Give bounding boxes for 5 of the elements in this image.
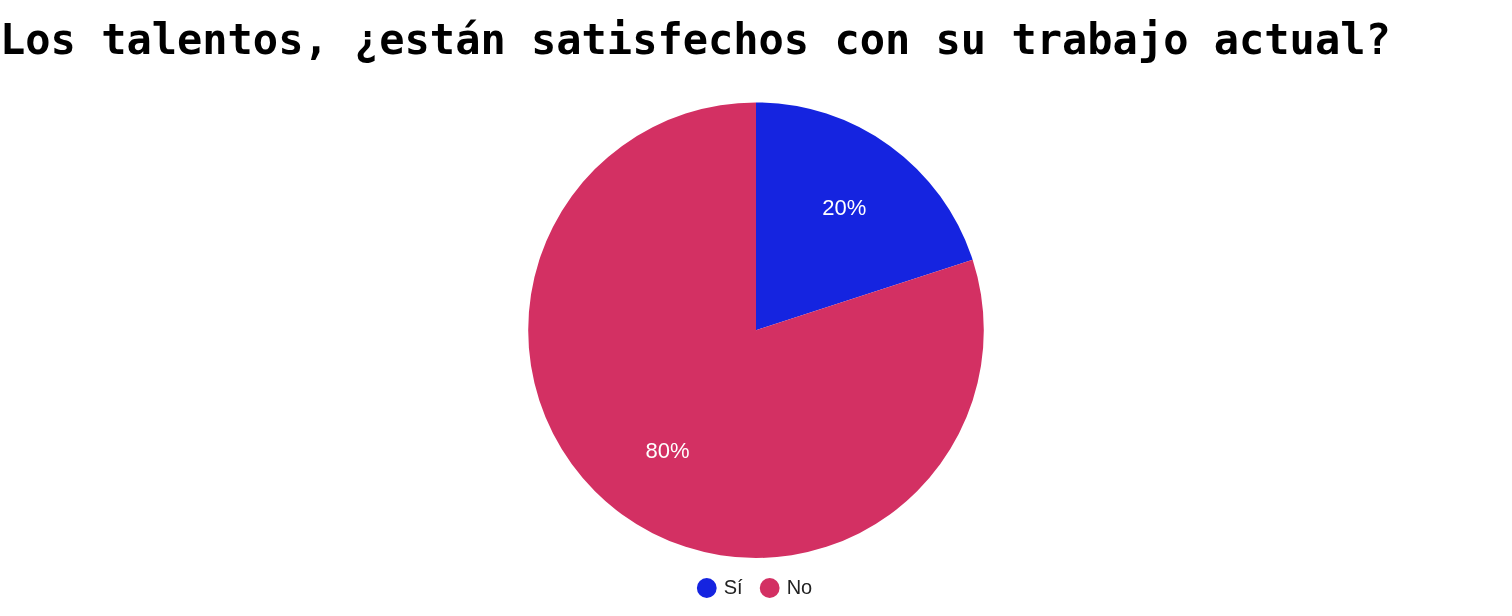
chart-title: Los talentos, ¿están satisfechos con su trabajo actual? [0, 15, 1391, 65]
data-label: 80% [645, 437, 690, 463]
legend-label: Sí [723, 575, 744, 598]
legend-label: No [786, 575, 813, 598]
data-label: 20% [822, 194, 867, 220]
